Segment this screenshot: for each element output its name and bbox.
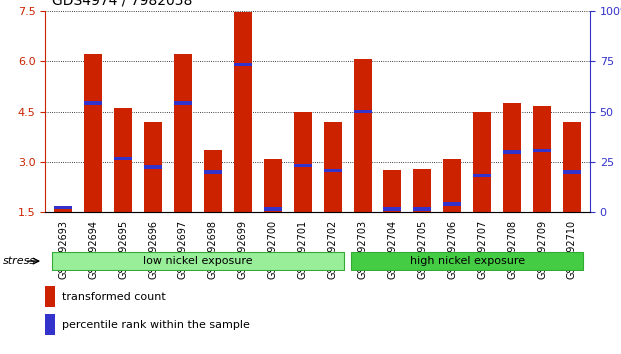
Bar: [234, 63, 252, 66]
FancyBboxPatch shape: [52, 252, 344, 270]
Bar: [264, 159, 282, 212]
Bar: [144, 165, 162, 169]
Bar: [384, 207, 401, 211]
Bar: [294, 164, 312, 167]
Bar: [45, 314, 55, 335]
Text: low nickel exposure: low nickel exposure: [143, 256, 253, 266]
Bar: [264, 207, 282, 211]
Text: percentile rank within the sample: percentile rank within the sample: [61, 320, 250, 330]
FancyBboxPatch shape: [351, 252, 583, 270]
Bar: [473, 174, 491, 177]
Bar: [84, 102, 102, 105]
Bar: [294, 112, 312, 212]
Bar: [84, 55, 102, 212]
Text: high nickel exposure: high nickel exposure: [410, 256, 525, 266]
Text: stress: stress: [3, 256, 36, 266]
Bar: [174, 55, 192, 212]
Bar: [443, 202, 461, 206]
Bar: [533, 149, 551, 152]
Bar: [384, 170, 401, 212]
Bar: [45, 286, 55, 307]
Bar: [174, 102, 192, 105]
Bar: [353, 110, 371, 113]
Bar: [114, 157, 132, 160]
Bar: [503, 150, 521, 154]
Bar: [324, 169, 342, 172]
Bar: [144, 122, 162, 212]
Bar: [234, 12, 252, 212]
Bar: [204, 170, 222, 174]
Bar: [324, 122, 342, 212]
Bar: [54, 206, 72, 209]
Bar: [533, 107, 551, 212]
Text: GDS4974 / 7982058: GDS4974 / 7982058: [52, 0, 192, 7]
Bar: [503, 103, 521, 212]
Text: transformed count: transformed count: [61, 291, 165, 302]
Bar: [443, 159, 461, 212]
Bar: [114, 108, 132, 212]
Bar: [353, 59, 371, 212]
Bar: [54, 207, 72, 212]
Bar: [204, 150, 222, 212]
Bar: [563, 170, 581, 174]
Bar: [414, 169, 432, 212]
Bar: [563, 122, 581, 212]
Bar: [473, 112, 491, 212]
Bar: [414, 207, 432, 211]
